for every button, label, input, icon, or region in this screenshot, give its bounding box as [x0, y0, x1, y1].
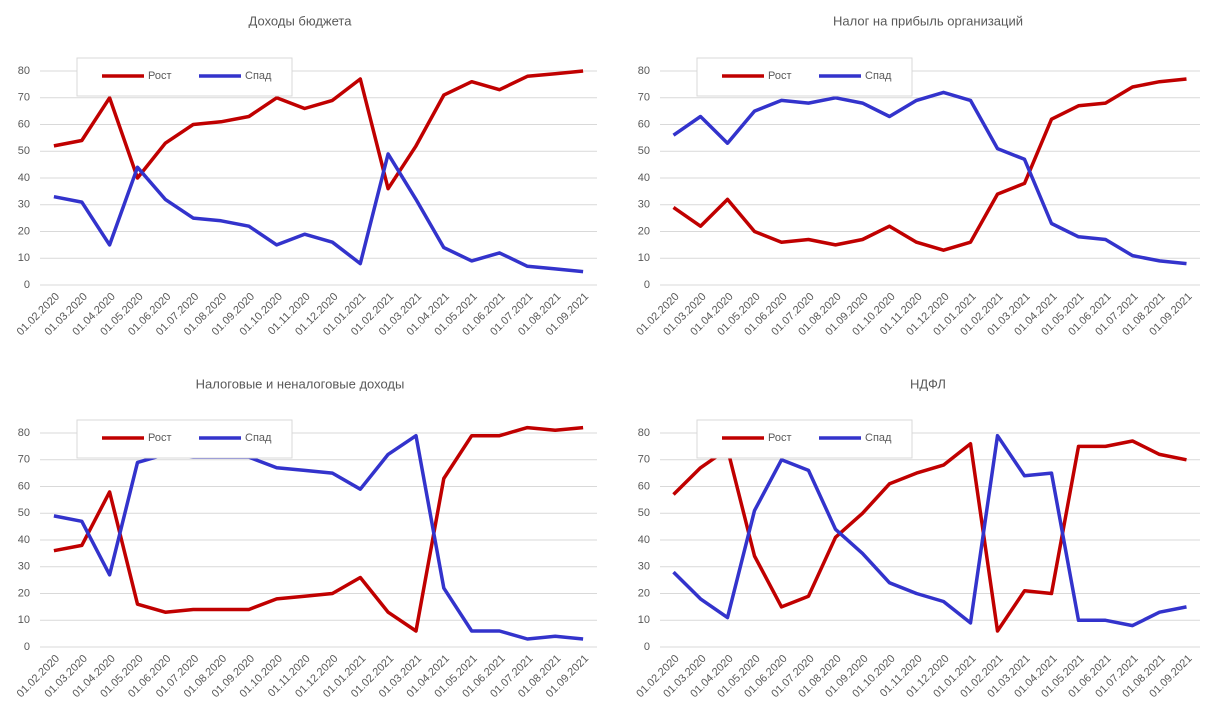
series-line	[672, 90, 1187, 266]
y-tick-label: 40	[638, 172, 650, 184]
series-line	[672, 77, 1187, 252]
chart-title: Налоговые и неналоговые доходы	[196, 376, 405, 391]
y-tick-label: 80	[638, 427, 650, 439]
y-tick-label: 50	[18, 507, 30, 519]
y-tick-label: 70	[638, 92, 650, 104]
y-tick-label: 0	[644, 279, 650, 291]
y-tick-label: 70	[638, 454, 650, 466]
legend-label: Спад	[865, 432, 892, 444]
y-tick-label: 80	[18, 427, 30, 439]
chart: Налог на прибыль организаций 0 10 20 30 40 50 6…	[634, 13, 1200, 338]
legend-label: Спад	[245, 70, 272, 82]
y-tick-label: 0	[24, 279, 30, 291]
series-line	[672, 439, 1187, 633]
y-tick-label: 30	[18, 199, 30, 211]
y-tick-label: 60	[638, 480, 650, 492]
y-tick-label: 10	[18, 614, 30, 626]
legend-label: Рост	[768, 70, 792, 82]
y-tick-label: 20	[638, 587, 650, 599]
chart: Доходы бюджета0102030405060708001.02.202…	[15, 13, 597, 338]
y-tick-label: 80	[18, 65, 30, 77]
series-line	[53, 152, 584, 274]
y-tick-label: 0	[644, 641, 650, 653]
legend-label: Рост	[768, 432, 792, 444]
y-tick-label: 30	[638, 561, 650, 573]
y-tick-label: 30	[18, 561, 30, 573]
y-tick-label: 0	[24, 641, 30, 653]
chart-title: НДФЛ	[910, 376, 946, 391]
y-tick-label: 50	[638, 507, 650, 519]
legend-label: Спад	[865, 70, 892, 82]
legend-label: Рост	[148, 432, 172, 444]
legend-label: Рост	[148, 70, 172, 82]
y-tick-label: 40	[638, 534, 650, 546]
y-tick-label: 10	[18, 252, 30, 264]
y-tick-label: 20	[638, 225, 650, 237]
y-tick-label: 40	[18, 534, 30, 546]
y-tick-label: 60	[18, 480, 30, 492]
y-tick-label: 80	[638, 65, 650, 77]
y-tick-label: 20	[18, 225, 30, 237]
chart-title: Доходы бюджета	[249, 13, 353, 28]
legend-label: Спад	[245, 432, 272, 444]
y-tick-label: 20	[18, 587, 30, 599]
y-tick-label: 60	[18, 118, 30, 130]
y-tick-label: 40	[18, 172, 30, 184]
y-tick-label: 60	[638, 118, 650, 130]
series-line	[53, 433, 584, 641]
y-tick-label: 70	[18, 454, 30, 466]
y-tick-label: 70	[18, 92, 30, 104]
series-line	[53, 425, 584, 633]
y-tick-label: 30	[638, 199, 650, 211]
y-tick-label: 10	[638, 614, 650, 626]
chart: НДФЛ0102030405060708001.02.202001.03.202…	[634, 376, 1200, 700]
series-line	[672, 433, 1187, 628]
y-tick-label: 10	[638, 252, 650, 264]
chart-title: Налог на прибыль организаций	[833, 13, 1023, 28]
chart: Налоговые и неналоговые доходы 0 10 20 30 40 5…	[15, 376, 597, 700]
y-tick-label: 50	[18, 145, 30, 157]
y-tick-label: 50	[638, 145, 650, 157]
